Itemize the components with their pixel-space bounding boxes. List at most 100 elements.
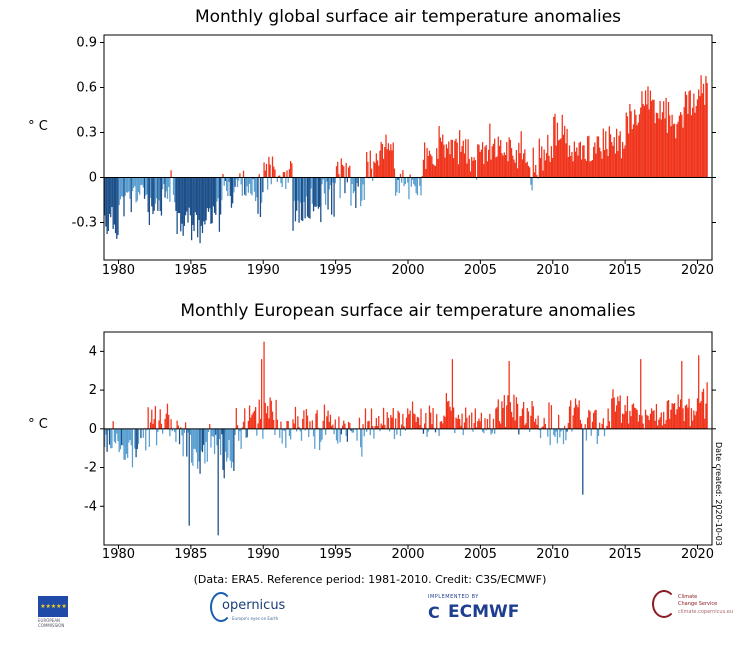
- bar: [240, 177, 242, 185]
- bar: [535, 418, 537, 429]
- bar: [624, 405, 626, 429]
- bar: [299, 177, 301, 203]
- bar: [312, 428, 315, 437]
- bar: [682, 408, 684, 429]
- bar: [349, 422, 351, 429]
- bar: [663, 411, 665, 429]
- bar: [638, 114, 641, 178]
- bar: [632, 124, 635, 178]
- bar: [416, 177, 419, 196]
- bar: [625, 112, 627, 178]
- bar: [414, 177, 416, 187]
- bar: [193, 428, 195, 449]
- bar: [426, 428, 428, 437]
- bar: [491, 428, 493, 434]
- bar: [431, 424, 433, 429]
- bar: [392, 408, 394, 429]
- bar: [327, 410, 329, 429]
- bar: [262, 428, 264, 439]
- bar: [251, 414, 253, 429]
- bar: [105, 428, 107, 435]
- bar: [339, 428, 341, 443]
- bar: [507, 395, 509, 429]
- bar: [462, 140, 464, 178]
- bar: [535, 164, 537, 178]
- bar: [176, 177, 178, 234]
- bar: [542, 170, 544, 178]
- bar: [634, 109, 636, 178]
- bar: [219, 177, 222, 215]
- bar: [407, 177, 409, 183]
- bar: [104, 428, 106, 447]
- bar: [693, 410, 695, 429]
- bar: [485, 428, 487, 431]
- bar: [425, 413, 427, 429]
- bar: [166, 403, 169, 429]
- bar: [554, 113, 556, 178]
- bar: [618, 135, 620, 178]
- bar: [596, 136, 598, 178]
- bar: [382, 407, 385, 429]
- bar: [192, 428, 194, 466]
- bar: [184, 422, 187, 429]
- bar: [636, 125, 638, 178]
- bar: [225, 428, 228, 462]
- bar: [334, 177, 336, 184]
- bar: [559, 139, 561, 178]
- bar: [240, 428, 242, 449]
- bar: [462, 428, 464, 435]
- x-tick-label: 2010: [536, 263, 569, 278]
- bar: [420, 177, 422, 196]
- bar: [500, 423, 502, 429]
- bar: [609, 134, 612, 178]
- bar: [223, 428, 225, 479]
- bar: [314, 177, 316, 207]
- bar: [339, 177, 341, 199]
- bar: [568, 406, 571, 429]
- bar: [687, 113, 689, 178]
- bar: [626, 116, 629, 178]
- c3s-mark-icon: [652, 590, 676, 618]
- bar: [594, 410, 596, 429]
- bar: [328, 421, 330, 429]
- x-tick-label: 2005: [464, 547, 497, 562]
- bar: [281, 428, 283, 444]
- x-tick-label: 1990: [247, 547, 280, 562]
- bar: [268, 418, 270, 429]
- bar: [510, 411, 513, 429]
- bar: [512, 417, 514, 429]
- bar: [556, 428, 559, 444]
- bar: [491, 146, 493, 178]
- bar: [230, 428, 233, 468]
- bar: [506, 141, 508, 178]
- bar: [241, 427, 243, 429]
- bar: [676, 124, 678, 178]
- bar: [468, 415, 470, 429]
- bar: [659, 417, 661, 429]
- bar: [589, 161, 591, 178]
- bar: [162, 428, 164, 434]
- bar: [519, 416, 521, 429]
- bar: [446, 401, 449, 429]
- bar: [675, 138, 677, 178]
- bar: [229, 177, 231, 197]
- bar: [148, 428, 151, 447]
- bar: [547, 428, 549, 437]
- bar: [351, 177, 353, 184]
- bar: [580, 159, 583, 178]
- bar: [166, 177, 169, 199]
- bar: [390, 144, 392, 178]
- bar: [399, 428, 402, 436]
- bar: [118, 428, 120, 453]
- bar: [381, 425, 384, 429]
- bar: [461, 146, 463, 178]
- bar: [264, 402, 266, 429]
- bar: [246, 177, 248, 187]
- bar: [420, 408, 422, 429]
- bar: [296, 177, 298, 211]
- bar: [232, 177, 234, 204]
- bar: [194, 428, 196, 450]
- bar: [612, 145, 614, 178]
- bar: [529, 167, 531, 178]
- bar: [586, 417, 589, 429]
